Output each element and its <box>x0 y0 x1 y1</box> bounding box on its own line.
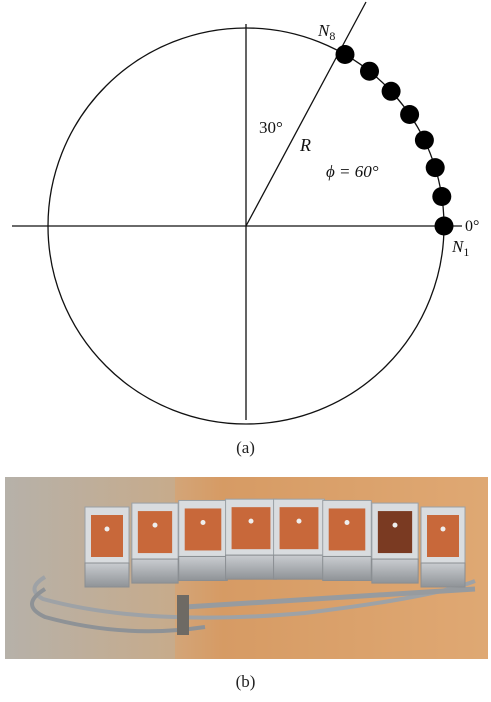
array-nodes <box>335 45 454 236</box>
antenna-element-6 <box>322 499 372 581</box>
wall-bracket <box>177 595 189 635</box>
array-node-1 <box>434 216 454 236</box>
antenna-element-8 <box>420 506 466 588</box>
antenna-element-1 <box>84 506 130 588</box>
antenna-element-2 <box>131 502 179 584</box>
support-ring-lower <box>30 587 206 634</box>
node-first-label: N1 <box>451 237 469 259</box>
antenna-element-5 <box>273 498 325 580</box>
support-arm <box>184 586 476 610</box>
array-geometry-diagram: N8 N1 R 30° ϕ = 60° 0° <box>12 1 479 425</box>
zero-degree-label: 0° <box>465 218 479 235</box>
phi-label: ϕ = 60° <box>326 162 379 181</box>
antenna-array-photo <box>5 477 488 659</box>
array-node-6 <box>381 81 401 101</box>
array-node-5 <box>400 105 420 124</box>
panel-a-caption: (a) <box>236 438 255 457</box>
antenna-element-4 <box>225 498 277 580</box>
radius-line <box>245 1 367 227</box>
antenna-element-3 <box>178 499 228 581</box>
array-node-7 <box>360 61 379 81</box>
antenna-element-7 <box>371 502 419 584</box>
node-last-label: N8 <box>317 21 335 43</box>
array-node-8 <box>335 45 355 64</box>
radius-label: R <box>299 135 311 155</box>
angle-30-label: 30° <box>259 118 283 137</box>
array-node-3 <box>425 158 445 178</box>
array-node-2 <box>432 187 452 206</box>
panel-b-caption: (b) <box>235 672 256 691</box>
array-node-4 <box>414 130 434 150</box>
antenna-elements <box>84 498 466 588</box>
